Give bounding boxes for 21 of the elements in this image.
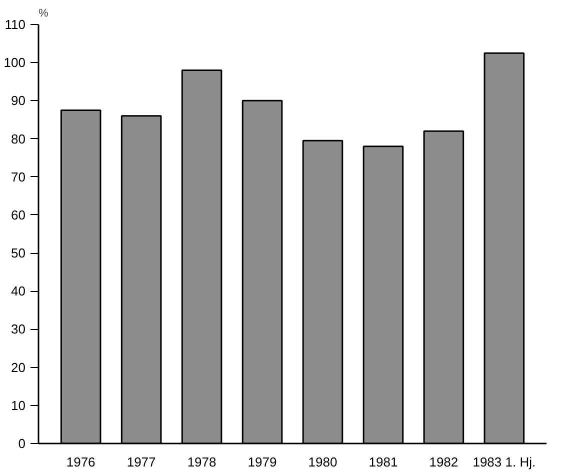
y-tick-label: 60 xyxy=(11,207,26,222)
x-tick-label: 1979 xyxy=(248,454,277,470)
y-tick-label: 20 xyxy=(11,360,26,375)
x-tick-label: 1976 xyxy=(66,454,96,470)
x-tick-label: 1981 xyxy=(368,454,398,470)
y-tick-label: 0 xyxy=(18,436,26,451)
y-tick-label: 70 xyxy=(11,169,26,184)
y-tick-label: 40 xyxy=(11,284,26,299)
y-tick-label: 50 xyxy=(11,246,26,261)
y-axis-title: % xyxy=(38,8,48,20)
y-tick-label: 10 xyxy=(11,398,26,413)
y-tick-label: 110 xyxy=(4,17,26,32)
y-tick-label: 90 xyxy=(11,93,26,108)
x-tick-label: 1980 xyxy=(308,454,338,470)
y-tick-label: 30 xyxy=(11,322,26,337)
y-tick-label: 100 xyxy=(4,55,26,70)
y-tick-label: 80 xyxy=(11,131,26,146)
x-tick-label: 1982 xyxy=(429,454,458,470)
x-tick-label: 1978 xyxy=(187,454,216,470)
x-tick-label: 1977 xyxy=(126,454,156,470)
x-tick-label: 1983 1. Hj. xyxy=(472,454,536,470)
